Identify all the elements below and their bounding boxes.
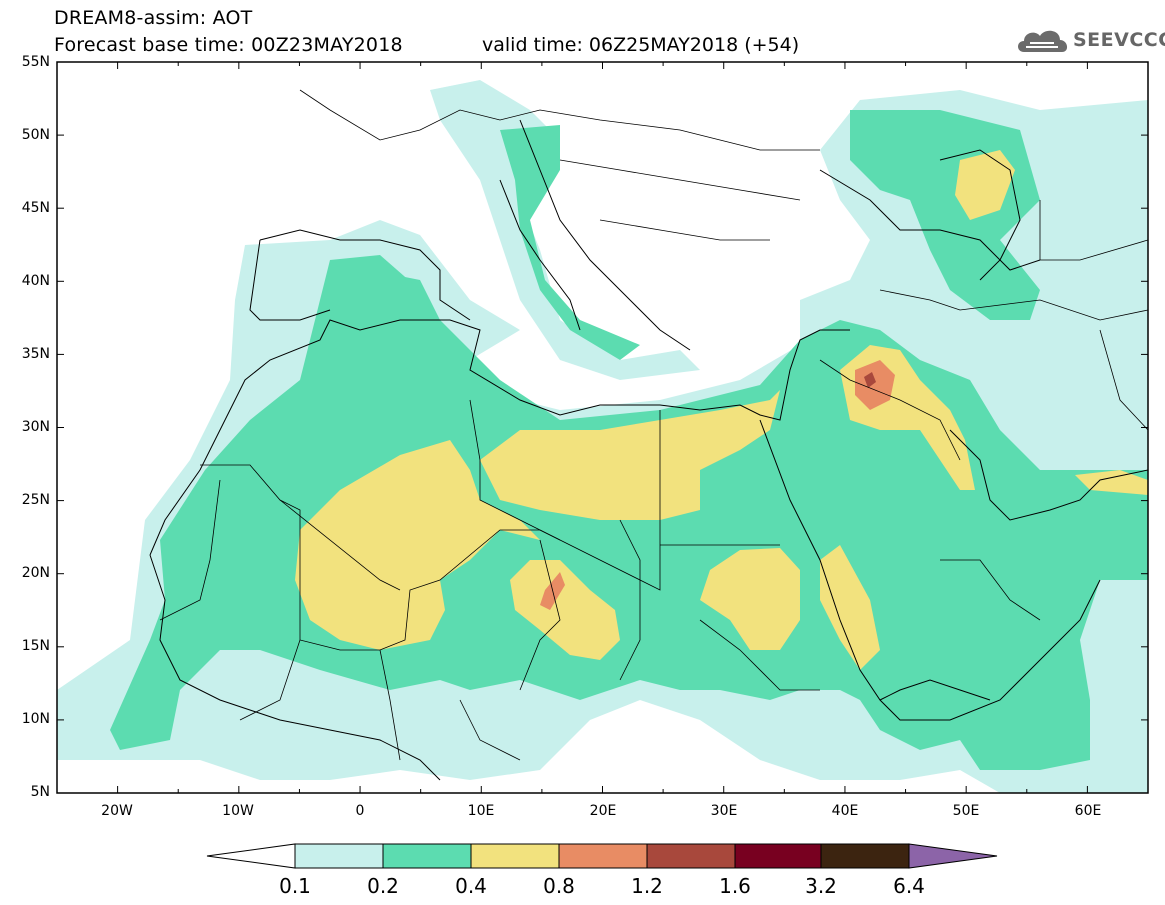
aot-contour-0.4-central [480, 390, 780, 520]
aot-contour-1.2-iraq [864, 372, 876, 388]
colorbar-label-3.2: 3.2 [805, 874, 837, 898]
aot-field [57, 62, 1148, 793]
lat-label-15n: 15N [21, 638, 50, 654]
lat-label-35n: 35N [21, 346, 50, 362]
logo-text: SEEVCCC [1073, 29, 1165, 51]
aot-contour-0.4-gulf [1075, 470, 1148, 495]
lat-label-50n: 50N [21, 127, 50, 143]
colorbar-above-triangle [908, 843, 998, 869]
axis-ticks [56, 61, 1149, 794]
colorbar-label-1.6: 1.6 [719, 874, 751, 898]
lon-label-10e: 10E [467, 803, 495, 819]
colorbar-label-6.4: 6.4 [893, 874, 925, 898]
lat-label-55n: 55N [21, 54, 50, 70]
aot-contour-0.4-sudan [700, 548, 800, 650]
lat-label-20n: 20N [21, 565, 50, 581]
colorbar-label-0.2: 0.2 [367, 874, 399, 898]
colorbar-bin-1.6 [734, 843, 822, 869]
lat-label-25n: 25N [21, 492, 50, 508]
country-borders [159, 89, 1148, 761]
map-title: DREAM8-assim: AOT [54, 7, 253, 29]
lon-label-0: 0 [355, 803, 365, 819]
colorbar-label-1.2: 1.2 [631, 874, 663, 898]
colorbar-bin-0.8 [558, 843, 648, 869]
aot-contour-0.4-red-sea [820, 545, 880, 670]
valid-time: valid time: 06Z25MAY2018 (+54) [482, 34, 800, 56]
lon-label-60e: 60E [1074, 803, 1102, 819]
lat-label-45n: 45N [21, 200, 50, 216]
seevccc-logo: SEEVCCC [1016, 24, 1165, 58]
colorbar-label-0.8: 0.8 [543, 874, 575, 898]
colorbar-bin-1.2 [646, 843, 736, 869]
aot-contour-0.4-west-sahara [295, 440, 540, 650]
cloud-icon [1018, 30, 1068, 52]
lat-label-30n: 30N [21, 419, 50, 435]
forecast-base-time: Forecast base time: 00Z23MAY2018 [54, 34, 403, 56]
colorbar-label-0.1: 0.1 [279, 874, 311, 898]
aot-contour-0.1-europe [430, 80, 700, 380]
colorbar [206, 843, 998, 869]
colorbar-bin-0.4 [470, 843, 560, 869]
aot-contour-0.2-northwest [330, 255, 430, 340]
aot-contour-0.4-chad [510, 560, 620, 660]
lon-label-20e: 20E [589, 803, 617, 819]
coastlines [149, 119, 1148, 781]
lon-label-40e: 40E [831, 803, 859, 819]
lat-label-5n: 5N [30, 784, 50, 800]
lat-label-40n: 40N [21, 273, 50, 289]
lon-label-50e: 50E [952, 803, 980, 819]
aot-contour-0.2-adriatic [500, 125, 640, 360]
colorbar-bin-0.2 [382, 843, 472, 869]
aot-contour-0.4-caspian [955, 150, 1015, 220]
colorbar-bin-3.2 [820, 843, 910, 869]
aot-contour-0.8-iraq [855, 360, 895, 410]
lon-label-10w: 10W [222, 803, 254, 819]
lon-label-20w: 20W [101, 803, 133, 819]
colorbar-label-0.4: 0.4 [455, 874, 487, 898]
colorbar-below-triangle [206, 843, 296, 869]
lat-label-10n: 10N [21, 711, 50, 727]
lon-label-30e: 30E [710, 803, 738, 819]
colorbar-bin-0.1 [294, 843, 384, 869]
